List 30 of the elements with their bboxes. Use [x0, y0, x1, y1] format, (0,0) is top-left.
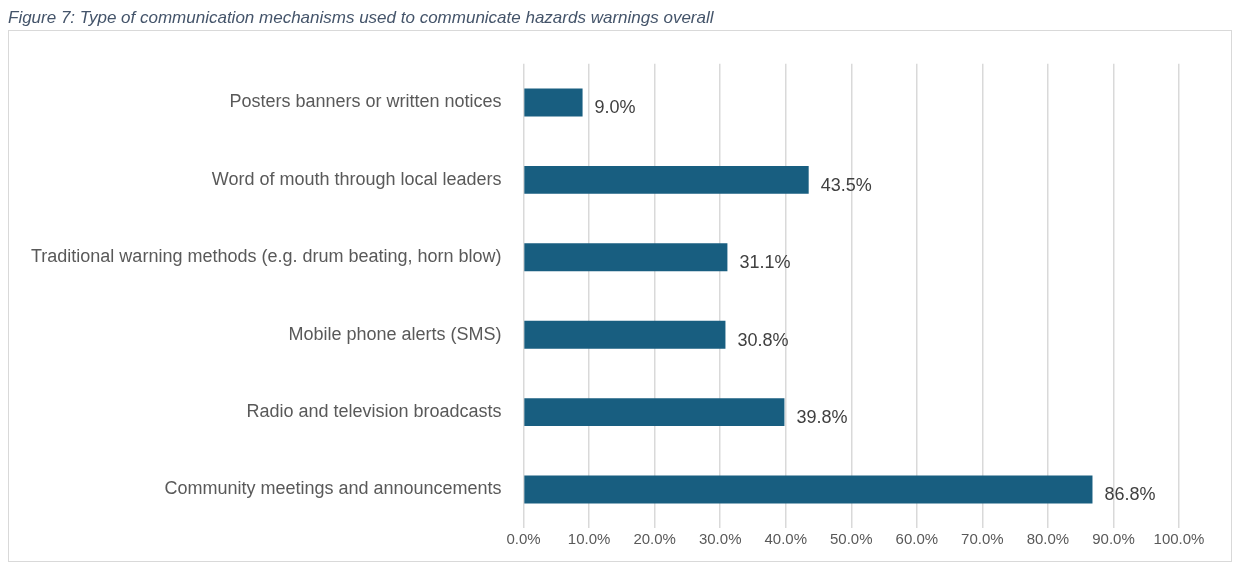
x-tick-label: 20.0% [633, 530, 676, 548]
y-tick-label: Radio and television broadcasts [246, 401, 502, 422]
x-tick-label: 10.0% [567, 530, 611, 548]
x-tick-label: 60.0% [895, 530, 939, 548]
x-tick-label: 30.0% [698, 530, 742, 548]
x-tick-label: 70.0% [961, 530, 1004, 548]
bar [524, 243, 728, 272]
y-tick-label: Mobile phone alerts (SMS) [288, 323, 502, 344]
y-tick-label: Traditional warning methods (e.g. drum beating, horn blow) [31, 246, 502, 267]
y-tick-label: Posters banners or written notices [229, 91, 502, 112]
y-tick-label: Community meetings and announcements [164, 478, 502, 499]
data-label: 30.8% [737, 329, 789, 350]
data-label: 31.1% [739, 252, 791, 273]
text: Figure 7: Type of communication mechanisms used to communicate hazards warnings overall [8, 8, 715, 29]
data-label: 43.5% [820, 174, 872, 195]
x-tick-label: 0.0% [506, 530, 541, 548]
bar [524, 88, 583, 117]
x-tick-label: 50.0% [830, 530, 873, 548]
bar [524, 398, 785, 427]
data-label: 86.8% [1104, 484, 1156, 505]
x-tick-label: 80.0% [1026, 530, 1070, 548]
bar [524, 475, 1093, 504]
bar [524, 165, 809, 194]
x-tick-label: 100.0% [1153, 530, 1205, 548]
y-tick-label: Word of mouth through local leaders [211, 168, 502, 189]
data-label: 39.8% [796, 407, 848, 428]
data-label: 9.0% [594, 97, 636, 118]
x-tick-label: 40.0% [764, 530, 808, 548]
x-tick-label: 90.0% [1092, 530, 1135, 548]
bar [524, 320, 726, 349]
